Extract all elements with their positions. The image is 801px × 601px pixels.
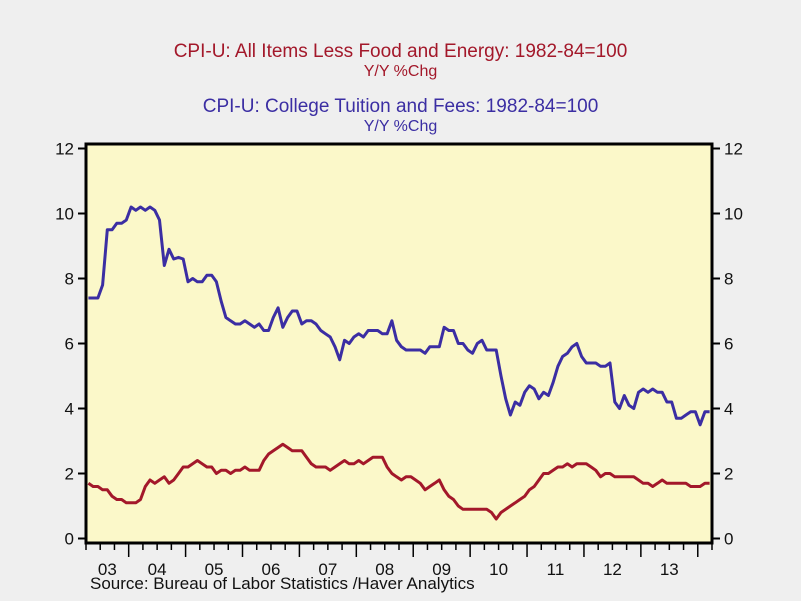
x-tick-label: 13 — [660, 560, 679, 579]
series-line-core-cpi — [87, 442, 710, 521]
x-tick-label: 11 — [547, 560, 565, 579]
x-tick-label: 10 — [489, 560, 508, 579]
y-tick-label-left: 0 — [65, 530, 74, 549]
y-tick-label-left: 6 — [65, 335, 74, 354]
y-tick-label-left: 12 — [55, 140, 74, 159]
y-tick-label-right: 2 — [724, 465, 733, 484]
y-tick-label-left: 2 — [65, 465, 74, 484]
series-line-tuition — [88, 205, 710, 427]
y-tick-label-left: 8 — [65, 270, 74, 289]
y-tick-label-right: 4 — [724, 400, 733, 419]
x-tick-label: 08 — [375, 560, 394, 579]
y-tick-label-right: 10 — [724, 205, 743, 224]
chart-subtitle-core-cpi: Y/Y %Chg — [363, 63, 438, 80]
chart-subtitle-tuition: Y/Y %Chg — [363, 118, 438, 135]
chart-title-tuition: CPI-U: College Tuition and Fees: 1982-84… — [202, 96, 599, 117]
x-tick-label: 09 — [432, 560, 451, 579]
source-note: Source: Bureau of Labor Statistics /Have… — [90, 574, 475, 593]
x-tick-label: 03 — [98, 560, 117, 579]
y-tick-label-right: 0 — [724, 530, 733, 549]
y-tick-label-right: 8 — [724, 270, 733, 289]
x-tick-label: 04 — [148, 560, 167, 579]
x-tick-label: 07 — [318, 560, 337, 579]
y-tick-label-right: 6 — [724, 335, 733, 354]
y-tick-label-left: 10 — [55, 205, 74, 224]
x-tick-label: 12 — [603, 560, 622, 579]
y-tick-label-right: 12 — [724, 140, 743, 159]
x-tick-label: 06 — [261, 560, 280, 579]
x-axis: 03 04 05 06 07 08 09 10 11 12 13 — [85, 544, 713, 579]
x-tick-label: 05 — [205, 560, 224, 579]
series-lines — [87, 205, 710, 521]
y-tick-label-left: 4 — [65, 400, 74, 419]
chart-title-core-cpi: CPI-U: All Items Less Food and Energy: 1… — [173, 41, 628, 62]
y-axis-left: 0 2 4 6 8 10 12 — [55, 140, 86, 549]
y-axis-right: 0 2 4 6 8 10 12 — [712, 140, 743, 549]
